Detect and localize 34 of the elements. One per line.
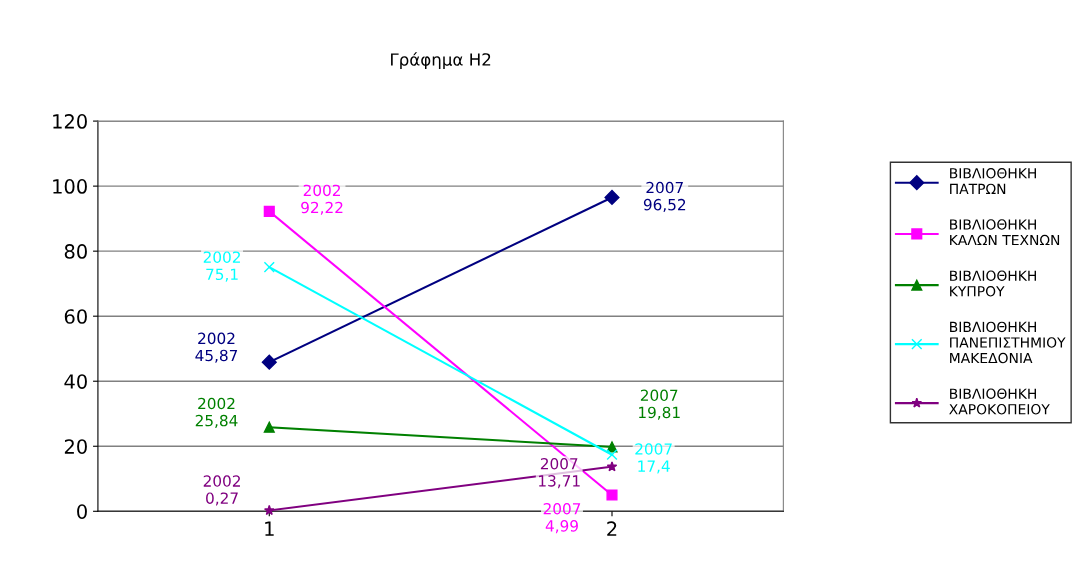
y-tick-label: 20: [64, 439, 87, 454]
legend-label: ΒΙΒΛΙΟΘΗΚΗ ΧΑΡΟΚΟΠΕΙΟΥ: [949, 388, 1050, 415]
data-label: 2002 45,87: [195, 332, 238, 363]
data-label: 2007 17,4: [635, 443, 672, 474]
data-label: 2002 25,84: [195, 397, 238, 428]
y-tick-label: 120: [53, 114, 87, 129]
y-tick-label: 60: [64, 309, 87, 324]
y-tick-label: 100: [53, 179, 87, 194]
point: [606, 449, 618, 461]
data-label: 2007 4,99: [543, 503, 581, 534]
point: [604, 189, 620, 206]
point: [263, 261, 275, 273]
data-label: 2002 92,22: [301, 184, 343, 215]
legend-label: ΒΙΒΛΙΟΘΗΚΗ ΠΑΤΡΩΝ: [950, 168, 1036, 194]
legend-label: ΒΙΒΛΙΟΘΗΚΗ ΠΑΝΕΠΙΣΤΗΜΙΟΥ ΜΑΚΕΔΟΝΙΑ: [950, 321, 1066, 364]
x-tick-label: 1: [265, 521, 274, 536]
point: [263, 504, 275, 516]
data-label: 2002 0,27: [203, 475, 240, 506]
point: [606, 461, 618, 472]
point: [263, 421, 275, 433]
y-tick-label: 0: [77, 504, 87, 519]
data-label: 2007 96,52: [643, 181, 686, 212]
data-label: 2002 75,1: [203, 251, 240, 282]
point: [263, 205, 275, 217]
chart-title: Γράφημα Η2: [391, 52, 491, 70]
legend-label: ΒΙΒΛΙΟΘΗΚΗ ΚΑΛΩΝ ΤΕΧΝΩΝ: [950, 219, 1060, 246]
data-label: 2007 19,81: [639, 389, 680, 420]
y-tick-label: 40: [64, 374, 87, 389]
data-label: 2007 13,71: [539, 457, 580, 489]
point: [606, 489, 618, 501]
legend-label: ΒΙΒΛΙΟΘΗΚΗ ΚΥΠΡΟΥ: [950, 270, 1036, 297]
x-tick-label: 2: [607, 521, 617, 536]
y-tick-label: 80: [64, 244, 87, 259]
point: [261, 354, 277, 370]
